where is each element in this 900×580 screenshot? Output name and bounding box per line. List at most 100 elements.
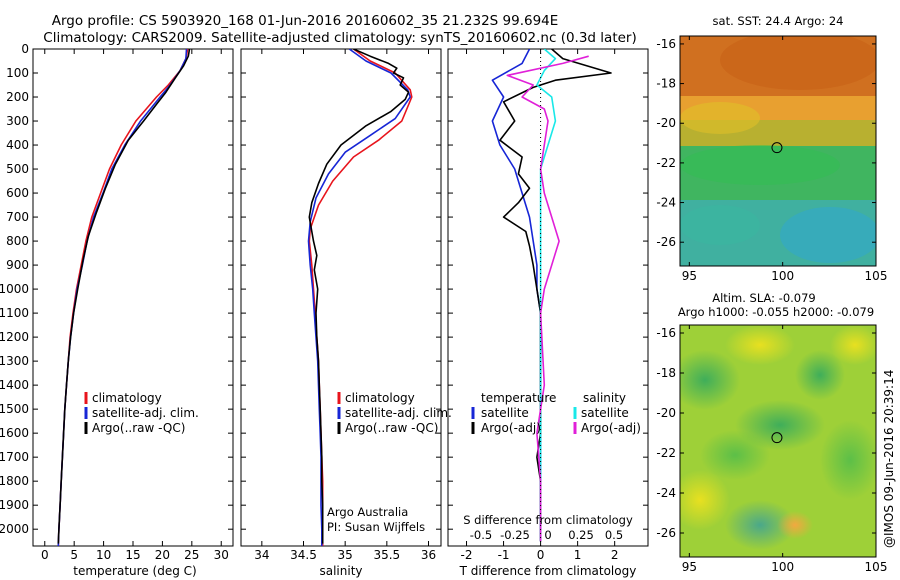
map-y-tick-label: -26 (656, 526, 676, 540)
depth-tick-label: 0 (21, 42, 29, 56)
x-tick-label: 0 (537, 548, 545, 562)
x-tick-label: 35.5 (373, 548, 400, 562)
series-line-climatology (57, 49, 189, 546)
map-y-tick-label: -18 (656, 77, 676, 91)
series-line-argo (308, 49, 410, 544)
map-x-tick-label: 105 (865, 269, 888, 283)
sst-cyan-patch (780, 207, 876, 263)
legend-label-climatology: climatology (345, 391, 415, 405)
series-line-argo (57, 49, 191, 544)
depth-tick-label: 1900 (0, 498, 29, 512)
principal-investigator-label: PI: Susan Wijffels (327, 520, 425, 534)
depth-tick-label: 400 (6, 138, 29, 152)
sst-teal-patch (680, 205, 760, 245)
depth-tick-label: 1800 (0, 474, 29, 488)
s-tick-label: -0.25 (500, 528, 530, 542)
sla-map-frame (679, 324, 877, 558)
x-tick-label: 30 (214, 548, 229, 562)
difference-legend: temperature salinity satellite Argo(-adj… (463, 391, 641, 542)
temperature-lines (57, 49, 191, 546)
depth-tick-label: 100 (6, 66, 29, 80)
depth-tick-label: 900 (6, 258, 29, 272)
argo-float-marker (771, 142, 783, 154)
imos-timestamp: @IMOS 09-Jun-2016 20:39:14 (882, 370, 896, 548)
figure-title-line2: Climatology: CARS2009. Satellite-adjuste… (43, 30, 636, 46)
depth-tick-label: 700 (6, 210, 29, 224)
difference-axes: -2 -1 0 1 2 (448, 48, 648, 562)
legend-label-argo: Argo(..raw -QC) (92, 421, 185, 435)
depth-tick-label: 1300 (0, 354, 29, 368)
s-difference-axis-label: S difference from climatology (463, 513, 633, 527)
depth-tick-label: 300 (6, 114, 29, 128)
x-tick-label: -1 (498, 548, 510, 562)
x-tick-label: 34 (254, 548, 269, 562)
x-tick-label: 34.5 (290, 548, 317, 562)
sst-map-axes: 95 100 105 -16 -18 -20 -22 -24 -26 (656, 36, 887, 283)
x-tick-label: 25 (184, 548, 199, 562)
map-x-tick-label: 100 (771, 560, 794, 574)
series-line-satellite (57, 49, 188, 546)
sst-yellow-patch (680, 102, 760, 134)
x-tick-label: 35 (338, 548, 353, 562)
depth-tick-label: 1000 (0, 282, 29, 296)
depth-tick-label: 1700 (0, 450, 29, 464)
sst-green-patch (680, 145, 840, 185)
s-tick-label: 0 (544, 528, 551, 542)
x-tick-label: 2 (611, 548, 619, 562)
salinity-axis-label: salinity (319, 564, 362, 578)
sla-yellow-patch (830, 325, 876, 365)
legend-label-t-argo: Argo(-adj) (481, 421, 541, 435)
legend-label-s-argo: Argo(-adj) (581, 421, 641, 435)
map-y-tick-label: -16 (656, 37, 676, 51)
salinity-legend: climatology satellite-adj. clim. Argo(..… (327, 391, 452, 534)
x-tick-label: 36 (421, 548, 436, 562)
depth-tick-label: 1100 (0, 306, 29, 320)
salinity-lines (307, 49, 413, 546)
legend-header-temperature: temperature (481, 391, 556, 405)
temperature-axes: 0 5 10 15 20 25 300100200300400500600700800900… (0, 42, 233, 562)
x-tick-label: 1 (574, 548, 582, 562)
temperature-legend: climatology satellite-adj. clim. Argo(..… (84, 391, 199, 435)
depth-tick-label: 500 (6, 162, 29, 176)
map-y-tick-label: -20 (656, 406, 676, 420)
s-tick-label: 0.5 (605, 528, 623, 542)
s-tick-label: 0.25 (568, 528, 594, 542)
x-tick-label: 20 (155, 548, 170, 562)
sla-yellow-patch (725, 325, 795, 365)
sst-map-title: sat. SST: 24.4 Argo: 24 (713, 14, 844, 28)
salinity-plot-frame (240, 48, 442, 547)
legend-label-s-satellite: satellite (581, 406, 629, 420)
map-y-tick-label: -22 (656, 156, 676, 170)
sla-green-patch (700, 430, 770, 480)
sla-teal-patch (725, 500, 795, 550)
difference-plot-frame (447, 48, 649, 547)
series-line-satellite (491, 49, 542, 542)
map-y-tick-label: -22 (656, 446, 676, 460)
sla-map-subtitle: Argo h1000: -0.055 h2000: -0.079 (678, 305, 874, 319)
map-y-tick-label: -16 (656, 326, 676, 340)
sst-map: sat. SST: 24.4 Argo: 24 95 100 105 -16 -18 -2… (656, 14, 887, 283)
sla-orange-patch (777, 511, 813, 539)
sla-map-title: Altim. SLA: -0.079 (712, 291, 816, 305)
sst-dark-orange-patch (720, 36, 876, 90)
legend-label-argo: Argo(..raw -QC) (345, 421, 438, 435)
x-tick-label: 15 (125, 548, 140, 562)
series-line-climatology (308, 49, 413, 546)
x-tick-label: 10 (96, 548, 111, 562)
map-y-tick-label: -24 (656, 486, 676, 500)
map-x-tick-label: 95 (682, 269, 697, 283)
legend-label-t-satellite: satellite (481, 406, 529, 420)
map-y-tick-label: -20 (656, 116, 676, 130)
depth-tick-label: 600 (6, 186, 29, 200)
depth-tick-label: 1600 (0, 426, 29, 440)
legend-label-satellite: satellite-adj. clim. (345, 406, 452, 420)
x-tick-label: 0 (41, 548, 49, 562)
depth-tick-label: 2000 (0, 522, 29, 536)
temperature-axis-label: temperature (deg C) (73, 564, 196, 578)
sla-green-patch (820, 420, 876, 500)
map-y-tick-label: -18 (656, 366, 676, 380)
sst-map-frame (679, 35, 877, 267)
depth-tick-label: 800 (6, 234, 29, 248)
map-x-tick-label: 105 (865, 560, 888, 574)
